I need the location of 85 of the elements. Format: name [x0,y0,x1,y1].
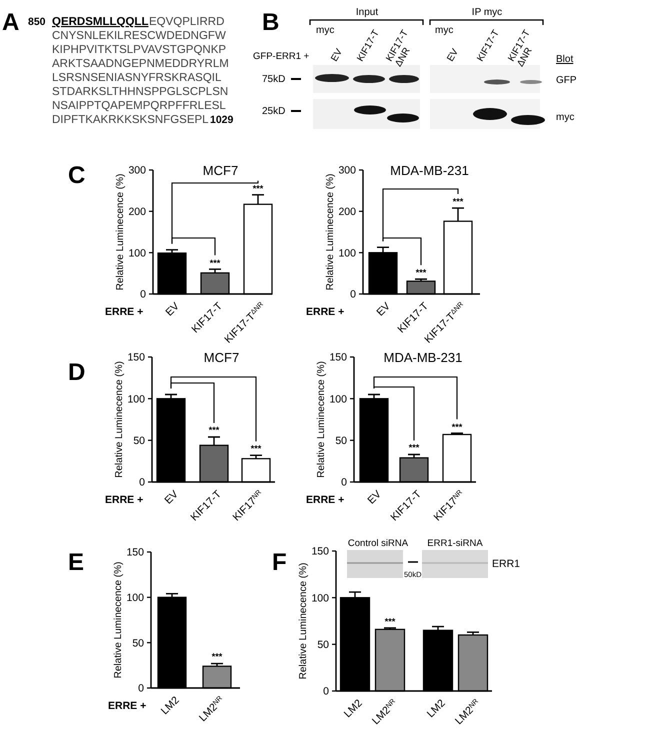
annotation: *** [212,652,223,662]
y-tick-label: 50 [317,639,330,652]
x-axis-title: ERRE + [306,494,344,506]
chart-title: MCF7 [204,350,240,365]
y-tick-label: 150 [329,352,348,364]
x-tick-label: EV [374,300,393,319]
x-axis-title: ERRE + [105,306,144,318]
text: EV [445,46,462,64]
y-tick-label: 0 [350,288,356,301]
text: Control siRNA [348,538,409,549]
y-tick-label: 100 [128,247,146,260]
annotation: *** [252,183,264,194]
y-axis-title: Relative Luminecence (%) [298,562,309,680]
x-axis-title: ERRE + [108,700,146,712]
y-tick-label: 100 [311,592,330,604]
text: GFP [556,75,577,86]
y-tick-label: 0 [341,476,348,489]
x-axis-title: ERRE + [105,494,144,506]
text: IP myc [472,7,502,18]
y-tick-label: 50 [335,435,348,448]
text: Blot [556,54,574,65]
text: ARKTSAADNGEPNMEDDRYRLM [52,58,229,70]
text: E [68,549,84,576]
text: CNYSNLEKILRESCWDEDNGFW [52,30,226,42]
y-axis-title: Relative Luminecence (%) [316,361,327,478]
text: myc [316,25,334,36]
text: KIPHPVITKTSLPVAVSTGPQNKP [52,44,226,56]
y-tick-label: 100 [127,393,146,406]
y-tick-label: 150 [126,546,144,559]
y-tick-label: 300 [128,164,146,177]
annotation: ERR1 [492,558,520,570]
y-axis-title: Relative Luminecence (%) [114,361,125,478]
y-tick-label: 0 [138,682,144,695]
text: QERDSMLLQQLL [52,16,148,28]
y-tick-label: 150 [311,546,330,558]
text: NSAIPPTQAPEMPQRPFFRLESL [52,100,226,112]
y-tick-label: 150 [127,352,146,364]
y-tick-label: 200 [338,206,356,218]
text: EV [329,46,346,64]
text: EQVQPLIRRD [149,16,224,28]
y-tick-label: 200 [128,206,146,218]
chart-title: MDA-MB-231 [384,350,462,365]
text: DIPFTKAKRKKSKSNFGSEPL [52,114,210,126]
y-axis-title: Relative Luminecence (%) [115,174,126,290]
text: D [68,359,86,386]
text: STDARKSLTHHNSPPGLSCPLSN [52,86,228,98]
text: Input [356,7,378,18]
annotation: *** [416,268,427,278]
y-tick-label: 0 [323,686,330,698]
y-tick-label: 100 [126,592,144,604]
y-axis-title: Relative Luminecence (%) [113,562,124,678]
y-tick-label: 300 [338,164,356,177]
annotation: *** [452,422,463,432]
x-tick-label: EV [163,300,182,319]
annotation: *** [210,258,221,268]
annotation: *** [408,442,420,453]
text: myc [435,25,454,36]
text: 75kD [262,74,286,85]
y-tick-label: 0 [139,476,146,489]
text: LSRSNSENIASNYFRSKRASQIL [52,72,222,84]
text: B [262,9,280,36]
chart-title: MDA-MB-231 [390,163,469,178]
x-axis-title: ERRE + [306,306,344,318]
text: C [68,162,86,189]
text: A [2,9,20,36]
annotation: *** [452,196,464,207]
x-tick-label: EV [162,488,181,507]
text: ERR1-siRNA [427,538,484,549]
text: 1029 [210,114,234,126]
y-tick-label: 50 [132,637,144,650]
text: myc [556,112,574,123]
y-tick-label: 100 [338,247,356,260]
text: F [272,549,287,576]
x-tick-label: EV [365,488,384,507]
y-axis-title: Relative Luminecence (%) [325,174,336,290]
annotation: *** [208,425,220,436]
text: GFP-ERR1 + [253,51,310,62]
text: 850 [28,16,46,28]
chart-title: MCF7 [202,163,238,178]
y-tick-label: 0 [140,288,146,301]
y-tick-label: 100 [329,393,348,406]
annotation: *** [384,616,396,627]
annotation: *** [250,444,262,454]
text: 25kD [262,106,286,117]
y-tick-label: 50 [133,435,146,448]
